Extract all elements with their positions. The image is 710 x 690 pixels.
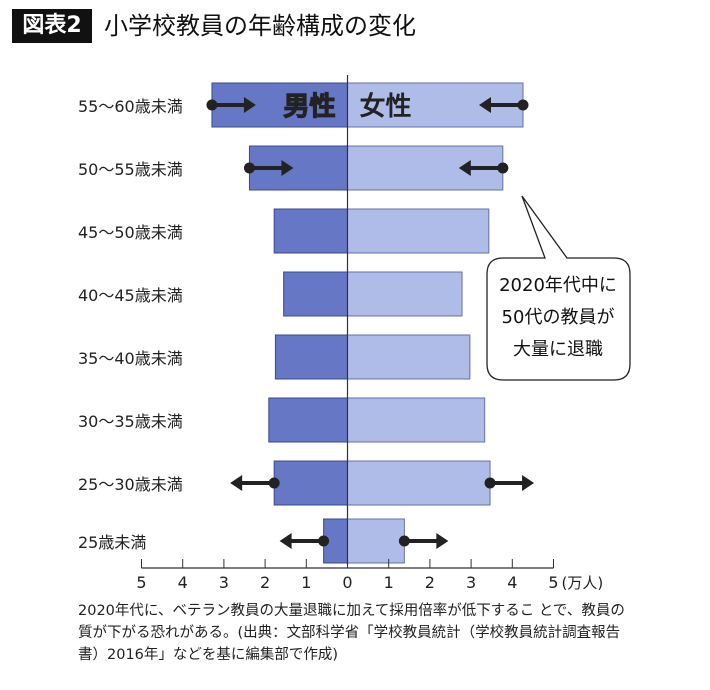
arrow-dot — [206, 99, 218, 111]
x-axis-unit: (万人) — [562, 574, 604, 592]
category-label: 30〜35歳未満 — [78, 412, 183, 431]
arrow-dot — [318, 535, 330, 547]
arrow-head-icon — [436, 533, 449, 549]
x-tick-label: 3 — [466, 573, 476, 592]
bar-male — [283, 271, 349, 317]
category-label: 35〜40歳未満 — [78, 349, 183, 368]
bar-female — [347, 208, 490, 254]
x-tick-label: 0 — [342, 573, 352, 592]
category-label: 40〜45歳未満 — [78, 286, 183, 305]
chart-title: 小学校教員の年齢構成の変化 — [104, 12, 416, 40]
category-label: 50〜55歳未満 — [78, 160, 183, 179]
arrow-head-icon — [243, 97, 256, 113]
bar-male — [268, 397, 349, 443]
callout-text: 50代の教員が — [502, 307, 615, 328]
x-tick-label: 5 — [548, 573, 558, 592]
callout-text: 大量に退職 — [513, 339, 603, 360]
arrow-dot — [497, 162, 509, 174]
bar-female — [347, 271, 463, 317]
callout-bubble — [486, 195, 631, 381]
bar-female — [347, 518, 405, 564]
arrow-head-icon — [522, 475, 535, 491]
category-label: 55〜60歳未満 — [78, 97, 183, 116]
x-tick-label: 5 — [136, 573, 146, 592]
arrow-dot — [398, 535, 410, 547]
bar-male — [273, 460, 348, 506]
category-label: 45〜50歳未満 — [78, 223, 183, 242]
legend-female: 女性 — [360, 91, 412, 122]
x-tick-label: 1 — [301, 573, 311, 592]
x-tick-label: 4 — [507, 573, 517, 592]
bar-male — [274, 334, 348, 380]
x-tick-label: 3 — [219, 573, 229, 592]
arrow-head-icon — [230, 475, 243, 491]
x-tick-label: 2 — [260, 573, 270, 592]
arrow-head-icon — [479, 97, 492, 113]
footnote: 2020年代に、ベテラン教員の大量退職に加えて採用倍率が低下するこ とで、教員の… — [78, 603, 625, 663]
x-tick-label: 4 — [178, 573, 188, 592]
arrow-head-icon — [279, 533, 292, 549]
arrow-dot — [517, 99, 529, 111]
x-tick-label: 1 — [384, 573, 394, 592]
arrow-dot — [484, 477, 496, 489]
figure-label: 図表2 — [12, 9, 92, 43]
category-label: 25歳未満 — [78, 533, 146, 552]
pyramid-chart: 55〜60歳未満 50〜55歳未満 45〜50歳未満 40〜45歳未満 35〜40歳未満… — [78, 75, 631, 592]
bar-female — [347, 460, 491, 506]
legend-male: 男性 — [283, 92, 335, 122]
x-tick-label: 2 — [425, 573, 435, 592]
bar-male — [273, 208, 348, 254]
category-label: 25〜30歳未満 — [78, 475, 183, 494]
bar-female — [347, 334, 471, 380]
arrow-dot — [243, 162, 255, 174]
arrow-head-icon — [281, 160, 294, 176]
bar-female — [347, 397, 486, 443]
arrow-head-icon — [458, 160, 471, 176]
callout-text: 2020年代中に — [499, 275, 617, 296]
arrow-dot — [268, 477, 280, 489]
